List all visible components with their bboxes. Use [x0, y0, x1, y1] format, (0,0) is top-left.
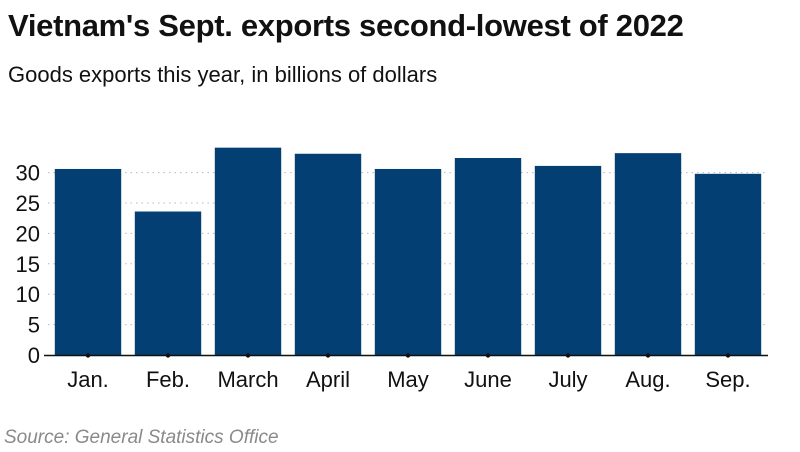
source-note: Source: General Statistics Office [4, 427, 279, 448]
y-tick-label-15: 15 [16, 252, 40, 277]
bar-jan [54, 168, 122, 355]
x-tick-label-march: March [217, 367, 278, 392]
chart-subtitle: Goods exports this year, in billions of … [8, 62, 438, 87]
x-tick-label-sep: Sep. [705, 367, 750, 392]
axes: 0 5 10 15 20 25 30 Jan. Feb. March April May June Jul… [16, 161, 768, 392]
x-tick-mark [245, 353, 251, 358]
x-tick-mark [565, 353, 571, 358]
x-tick-label-may: May [387, 367, 429, 392]
y-tick-label-0: 0 [28, 343, 40, 368]
bar-may [374, 168, 442, 355]
bar-june [454, 158, 522, 355]
x-tick-label-aug: Aug. [625, 367, 670, 392]
x-tick-label-july: July [548, 367, 587, 392]
chart-title: Vietnam's Sept. exports second-lowest of… [8, 8, 684, 43]
bars [54, 147, 762, 355]
bar-feb [134, 211, 202, 355]
x-tick-mark [725, 353, 731, 358]
x-tick-mark [405, 353, 411, 358]
x-tick-label-jan: Jan. [67, 367, 109, 392]
y-tick-label-20: 20 [16, 221, 40, 246]
bar-april [294, 153, 362, 355]
x-tick-mark [645, 353, 651, 358]
y-tick-label-10: 10 [16, 282, 40, 307]
y-tick-label-30: 30 [16, 161, 40, 186]
x-tick-label-april: April [306, 367, 350, 392]
y-tick-label-5: 5 [28, 313, 40, 338]
x-tick-mark [85, 353, 91, 358]
bar-july [534, 165, 602, 355]
x-tick-mark [325, 353, 331, 358]
x-tick-mark [485, 353, 491, 358]
x-tick-label-feb: Feb. [146, 367, 190, 392]
bar-aug [614, 153, 682, 355]
bar-sep [694, 173, 762, 355]
y-tick-label-25: 25 [16, 191, 40, 216]
bar-march [214, 147, 282, 355]
x-tick-label-june: June [464, 367, 512, 392]
x-tick-mark [165, 353, 171, 358]
